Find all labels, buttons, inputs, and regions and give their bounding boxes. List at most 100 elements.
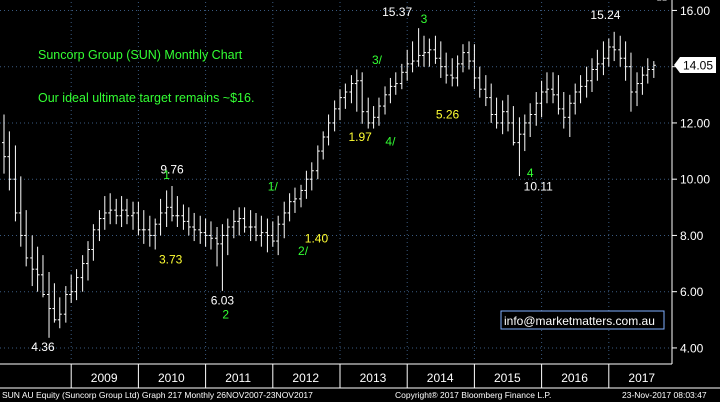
y-tick-label: 12.00 xyxy=(680,116,710,130)
annotation-label: 3 xyxy=(421,12,428,26)
ohlc-bar xyxy=(444,52,449,84)
ohlc-bar xyxy=(573,83,578,115)
ohlc-bar xyxy=(86,241,90,281)
ohlc-bar xyxy=(24,210,29,267)
ohlc-bar xyxy=(170,185,174,222)
ohlc-bar xyxy=(52,283,57,323)
ohlc-bar xyxy=(539,80,544,118)
watermark-border xyxy=(500,310,665,330)
ohlc-bar xyxy=(13,145,18,222)
ohlc-bar xyxy=(315,145,320,180)
ohlc-bar xyxy=(393,72,398,95)
ohlc-bar xyxy=(567,94,572,137)
ohlc-bar xyxy=(343,83,348,109)
annotation-label: 3/ xyxy=(372,53,383,67)
ohlc-bar xyxy=(97,210,102,242)
ohlc-bar xyxy=(131,201,136,230)
ohlc-bar xyxy=(30,235,35,287)
ohlc-bars xyxy=(2,0,667,338)
x-tick-label: 2015 xyxy=(494,371,521,385)
ohlc-bar xyxy=(74,269,79,301)
ohlc-bar xyxy=(623,41,628,81)
ohlc-bar xyxy=(242,207,247,233)
ohlc-bar xyxy=(254,212,258,242)
footer-right: 23-Nov-2017 08:03:47 xyxy=(622,390,707,400)
ohlc-bar xyxy=(506,94,510,132)
ohlc-bar xyxy=(561,92,566,129)
ohlc-bar xyxy=(489,83,494,123)
ohlc-bar xyxy=(595,49,600,81)
ohlc-bar xyxy=(7,131,12,191)
ohlc-bar xyxy=(651,61,656,78)
ohlc-bar xyxy=(590,58,594,92)
annotation-label: 1.97 xyxy=(348,130,372,144)
ohlc-bar xyxy=(164,190,169,227)
ohlc-bar xyxy=(299,184,304,208)
ohlc-bar xyxy=(416,28,421,67)
ohlc-bar xyxy=(231,210,236,239)
ohlc-bar xyxy=(63,286,68,323)
ohlc-bar xyxy=(35,246,40,292)
ohlc-bar xyxy=(321,131,326,160)
ohlc-bar xyxy=(477,66,482,98)
footer-center: Copyright® 2017 Bloomberg Finance L.P. xyxy=(395,390,551,400)
watermark-link[interactable]: info@marketmatters.com.au xyxy=(504,314,655,328)
ohlc-bar xyxy=(192,212,197,242)
ohlc-bar xyxy=(153,218,158,250)
x-tick-label: 2011 xyxy=(225,371,251,385)
y-tick-label: 16.00 xyxy=(680,4,710,18)
ohlc-bar xyxy=(309,162,314,191)
ohlc-bar xyxy=(124,198,129,225)
annotation-label: 9.76 xyxy=(160,163,184,177)
annotation-label: 1.40 xyxy=(305,231,329,245)
annotation-label: 3.73 xyxy=(159,253,183,267)
annotation-label: 1/ xyxy=(268,179,279,193)
ohlc-bar xyxy=(383,86,388,115)
ohlc-bar xyxy=(551,72,556,104)
ohlc-bar xyxy=(366,97,371,129)
annotation-label: 4 xyxy=(527,166,534,180)
x-axis: 2009 2010 2011 2012 2013 2014 2015 2016 2017 xyxy=(0,363,720,389)
annotation-label: 6.03 xyxy=(211,293,235,307)
ohlc-bar xyxy=(147,215,152,247)
annotation-label: 10.11 xyxy=(524,179,553,193)
watermark-box[interactable]: info@marketmatters.com.au xyxy=(500,310,665,330)
chart-annotations: 4.36 9.76 6.03 15.37 10.11 15.24 3.73 1.40 1.97 5… xyxy=(31,5,620,354)
y-tick-label: 8.00 xyxy=(680,229,704,243)
annotation-label: 15.24 xyxy=(590,8,620,22)
ohlc-bar xyxy=(422,35,426,67)
annotation-label: 4/ xyxy=(385,134,396,148)
ohlc-bar xyxy=(534,92,539,126)
ohlc-bar xyxy=(517,117,522,177)
ohlc-bar xyxy=(141,210,146,244)
ohlc-bar xyxy=(438,41,443,78)
last-price-tag-shape xyxy=(674,57,716,73)
ohlc-bar xyxy=(2,114,6,174)
ohlc-bar xyxy=(405,49,410,81)
ohlc-bar xyxy=(433,35,438,64)
chart-subtitle: Our ideal ultimate target remains ~$16. xyxy=(38,91,254,105)
last-price-tag: 14.05 xyxy=(674,57,716,73)
ohlc-bar xyxy=(332,100,337,132)
ohlc-bar xyxy=(220,224,225,291)
ohlc-bar xyxy=(276,215,281,256)
ohlc-bar xyxy=(618,35,623,67)
ohlc-bar xyxy=(108,193,113,225)
ohlc-bar xyxy=(460,44,465,73)
ohlc-bar xyxy=(181,204,186,230)
footer-left: SUN AU Equity (Suncorp Group Ltd) Graph … xyxy=(2,390,313,400)
ohlc-bar xyxy=(47,272,52,338)
ohlc-bar xyxy=(376,97,381,126)
x-tick-label: 2010 xyxy=(158,371,185,385)
ohlc-bar xyxy=(69,274,74,303)
x-tick-label: 2014 xyxy=(427,371,454,385)
footer-bar: SUN AU Equity (Suncorp Group Ltd) Graph … xyxy=(2,390,707,400)
ohlc-bar xyxy=(259,215,264,247)
ohlc-bar xyxy=(91,224,96,261)
ohlc-bar xyxy=(237,207,242,236)
y-tick-label: 4.00 xyxy=(680,341,704,355)
annotation-label: 2 xyxy=(222,307,229,321)
ohlc-bar xyxy=(635,72,640,107)
ohlc-bar xyxy=(483,75,488,107)
